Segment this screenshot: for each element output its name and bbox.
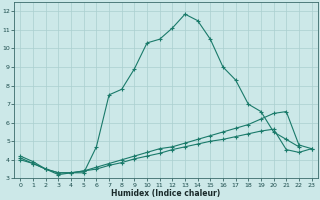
X-axis label: Humidex (Indice chaleur): Humidex (Indice chaleur) (111, 189, 221, 198)
